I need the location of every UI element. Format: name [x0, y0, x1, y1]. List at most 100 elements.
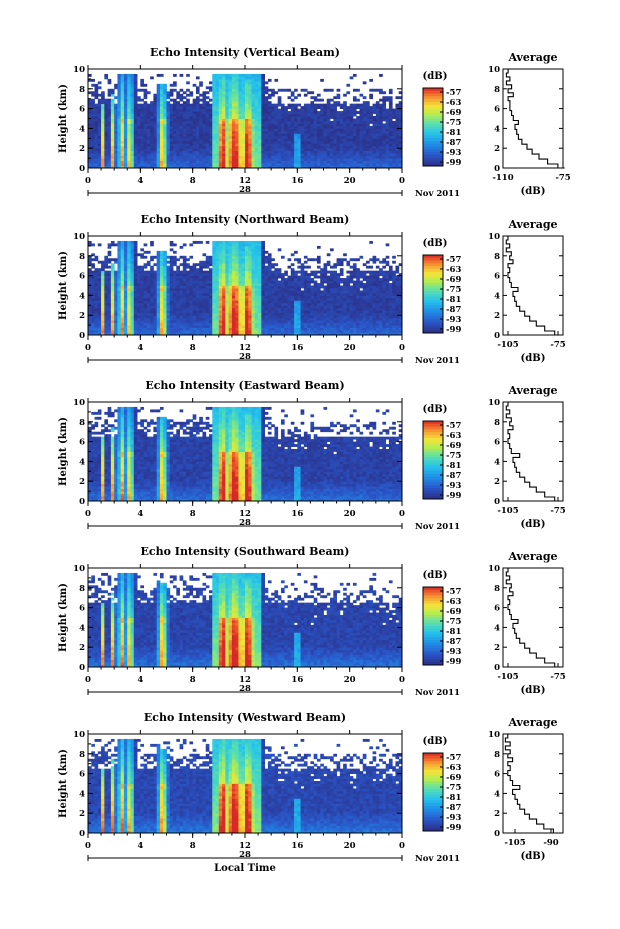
- heatmap-cell: [248, 290, 252, 294]
- heatmap-cell: [274, 120, 279, 124]
- heatmap-cell: [343, 125, 347, 129]
- heatmap-cell: [150, 123, 154, 127]
- heatmap-cell: [195, 317, 200, 321]
- heatmap-cell: [238, 133, 243, 137]
- heatmap-cell: [254, 123, 259, 127]
- heatmap-cell: [179, 120, 184, 124]
- heatmap-cell: [120, 317, 125, 321]
- heatmap-cell: [238, 327, 243, 331]
- heatmap-cell: [231, 302, 236, 306]
- heatmap-cell: [205, 118, 210, 122]
- heatmap-cell: [130, 91, 135, 95]
- heatmap-cell: [205, 111, 210, 114]
- heatmap-cell: [123, 93, 128, 97]
- heatmap-cell: [248, 130, 252, 134]
- heatmap-cell: [297, 165, 301, 169]
- heatmap-cell: [235, 245, 239, 249]
- heatmap-cell: [300, 160, 305, 164]
- heatmap-cell: [140, 78, 144, 82]
- heatmap-cell: [186, 103, 190, 107]
- heatmap-cell: [267, 143, 272, 147]
- heatmap-cell: [238, 113, 243, 117]
- heatmap-cell: [352, 111, 357, 114]
- heatmap-cell: [143, 140, 148, 144]
- heatmap-cell: [310, 140, 315, 144]
- colorbar-segment: [423, 90, 443, 94]
- heatmap-cell: [192, 113, 197, 117]
- heatmap-cell: [290, 103, 295, 107]
- heatmap-cell: [159, 310, 164, 314]
- heatmap-cell: [140, 265, 144, 269]
- heatmap-cell: [248, 125, 252, 129]
- heatmap-cell: [101, 285, 105, 289]
- heatmap-cell: [186, 290, 190, 294]
- heatmap-cell: [150, 145, 154, 149]
- heatmap-cell: [117, 273, 122, 277]
- heatmap-cell: [123, 295, 128, 299]
- heatmap-cell: [173, 273, 177, 277]
- heatmap-cell: [186, 330, 190, 333]
- heatmap-cell: [156, 312, 161, 316]
- heatmap-cell: [251, 315, 256, 319]
- heatmap-cell: [123, 330, 128, 333]
- heatmap-cell: [143, 297, 148, 301]
- heatmap-cell: [212, 330, 216, 333]
- heatmap-cell: [388, 165, 393, 169]
- heatmap-cell: [182, 118, 187, 122]
- heatmap-cell: [166, 135, 171, 139]
- heatmap-cell: [258, 145, 262, 149]
- heatmap-cell: [117, 317, 122, 321]
- heatmap-cell: [382, 160, 387, 164]
- heatmap-cell: [343, 118, 347, 122]
- heatmap-cell: [287, 111, 292, 114]
- heatmap-cell: [169, 315, 174, 319]
- heatmap-cell: [245, 81, 249, 85]
- heatmap-cell: [258, 88, 262, 92]
- heatmap-cell: [159, 263, 164, 267]
- heatmap-cell: [130, 250, 135, 254]
- heatmap-cell: [375, 150, 380, 154]
- heatmap-cell: [133, 160, 138, 164]
- heatmap-cell: [261, 265, 266, 269]
- heatmap-cell: [212, 165, 216, 169]
- heatmap-cell: [88, 330, 92, 333]
- heatmap-cell: [258, 297, 262, 301]
- heatmap-cell: [366, 103, 370, 107]
- heatmap-cell: [173, 260, 177, 264]
- heatmap-cell: [143, 93, 148, 97]
- heatmap-cell: [218, 263, 223, 267]
- heatmap-cell: [235, 312, 239, 316]
- heatmap-cell: [143, 322, 148, 326]
- heatmap-cell: [307, 118, 311, 122]
- heatmap-cell: [218, 135, 223, 139]
- heatmap-cell: [349, 143, 354, 147]
- heatmap-cell: [209, 135, 213, 139]
- heatmap-cell: [215, 73, 220, 77]
- heatmap-cell: [146, 317, 151, 321]
- heatmap-cell: [91, 295, 95, 299]
- heatmap-cell: [107, 292, 112, 296]
- heatmap-cell: [248, 263, 252, 267]
- heatmap-cell: [176, 285, 180, 289]
- heatmap-cell: [166, 283, 171, 286]
- heatmap-cell: [307, 160, 311, 164]
- heatmap-cell: [202, 163, 207, 166]
- heatmap-cell: [88, 297, 92, 301]
- heatmap-cell: [245, 312, 249, 316]
- panel-1: Echo Intensity (Vertical Beam)0246810Hei…: [58, 46, 571, 199]
- heatmap-cell: [114, 297, 118, 301]
- heatmap-cell: [166, 297, 171, 301]
- heatmap-cell: [202, 322, 207, 326]
- heatmap-cell: [248, 275, 252, 279]
- heatmap-cell: [117, 123, 122, 127]
- heatmap-cell: [245, 245, 249, 249]
- heatmap-cell: [176, 91, 180, 95]
- heatmap-cell: [251, 295, 256, 299]
- heatmap-cell: [91, 150, 95, 154]
- heatmap-cell: [254, 160, 259, 164]
- heatmap-cell: [192, 332, 197, 336]
- heatmap-cell: [176, 150, 180, 154]
- heatmap-cell: [173, 280, 177, 284]
- heatmap-cell: [379, 91, 383, 95]
- heatmap-cell: [130, 325, 135, 328]
